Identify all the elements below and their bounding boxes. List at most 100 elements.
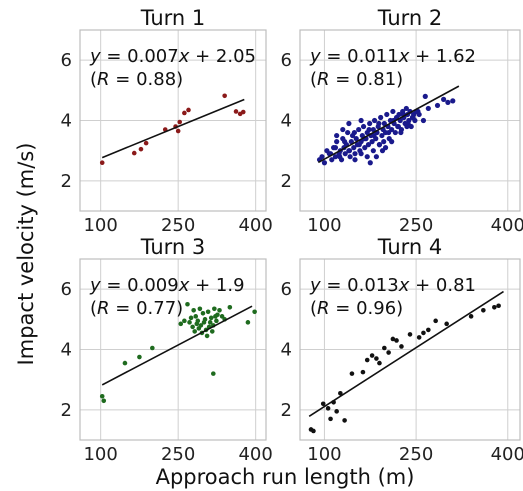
data-point [369,353,375,358]
y-tick-label: 6 [281,279,292,300]
x-tick-label: 250 [161,215,195,236]
equation-part: = 0.013 [321,275,399,296]
equation-part: ( [90,69,97,90]
equation-part: + 1.62 [409,46,476,67]
data-point [395,123,401,130]
data-point [370,126,376,133]
y-tick-label: 2 [281,171,292,192]
data-point [394,338,399,343]
data-point [185,301,190,307]
data-point [205,309,211,315]
fit-line [308,290,504,417]
data-point [367,120,373,127]
equation-part: R [317,298,330,319]
data-point [138,146,144,152]
plot-frame [299,29,521,212]
data-point [332,145,339,151]
x-axis-label: Approach run length (m) [156,465,415,489]
data-point [381,139,387,145]
data-point [360,369,366,375]
data-point [340,126,346,133]
y-tick-label: 2 [281,400,292,421]
data-point [407,332,413,337]
correlation-coefficient: (R = 0.77) [90,298,183,319]
data-point [421,330,426,336]
data-point [99,160,105,166]
y-tick-label: 4 [281,340,292,361]
data-point [353,136,359,142]
data-point [416,335,422,340]
data-point [188,315,194,321]
data-point [366,126,372,133]
data-point [191,307,196,313]
data-point [137,354,142,360]
data-point [187,320,192,325]
data-point [252,309,257,315]
equation-part: = 0.88) [110,69,184,90]
data-point [481,307,486,313]
data-point [320,401,326,407]
data-point [373,154,379,160]
data-point [192,329,197,334]
data-point [445,99,451,105]
equation-part: x [398,46,410,67]
equation-part: y [309,275,321,296]
data-point [219,314,225,319]
data-point [311,428,316,434]
data-point [386,129,392,136]
equation-part: ( [310,298,317,319]
data-point [450,98,456,104]
data-point [352,157,358,163]
data-point [381,120,387,127]
data-point [358,151,364,157]
data-point [346,120,352,127]
panel-title: Turn 3 [140,235,206,259]
data-point [351,145,357,151]
equation-part: + 1.9 [189,275,244,296]
data-point [371,117,378,124]
x-tick-label: 400 [238,215,272,236]
data-point [177,119,183,125]
data-point [390,336,396,342]
data-point [208,315,214,321]
equation-part: R [317,69,330,90]
data-point [222,93,227,99]
correlation-coefficient: (R = 0.88) [90,69,183,90]
y-tick-label: 6 [61,279,72,300]
data-point [434,102,441,109]
plot-frame [79,258,267,441]
data-point [215,312,220,318]
equation-part: = 0.96) [330,298,404,319]
equation-part: x [398,275,410,296]
data-point [346,148,353,154]
data-point [342,418,347,423]
data-point [376,142,383,148]
data-point [392,129,398,136]
data-point [122,360,128,366]
data-point [384,111,390,118]
data-point [345,129,351,136]
regression-equation: y = 0.011x + 1.62 [309,46,476,67]
y-tick-label: 6 [61,50,72,71]
data-point [209,329,215,334]
equation-part: R [97,298,110,319]
data-point [233,109,239,114]
data-point [193,314,199,319]
regression-equation: y = 0.007x + 2.05 [89,46,256,67]
data-point [369,139,375,145]
data-point [351,129,357,136]
data-point [425,105,431,112]
equation-part: ( [90,298,97,319]
y-tick-label: 4 [281,111,292,132]
x-tick-label: 100 [307,444,341,465]
data-point [131,150,137,156]
data-point [332,154,339,160]
data-point [321,160,328,166]
data-point [214,318,219,324]
data-point [433,318,438,324]
